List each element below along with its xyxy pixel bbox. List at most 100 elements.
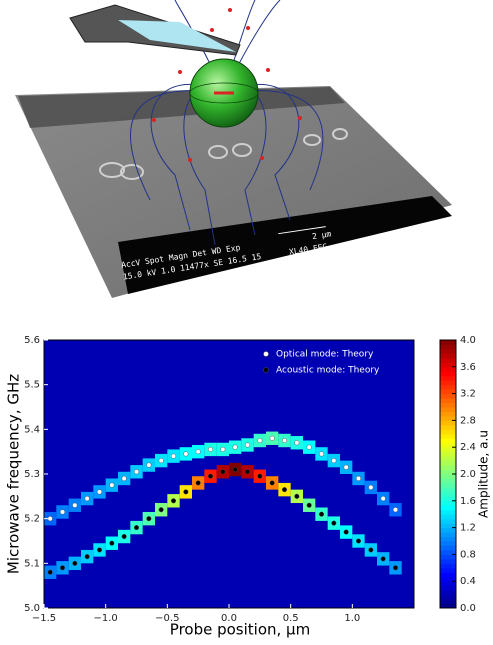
colorbar-segment — [440, 384, 456, 390]
theory-point — [318, 451, 325, 457]
colorbar-segment — [440, 389, 456, 395]
theory-point — [183, 451, 189, 457]
x-tick-label: 1.0 — [344, 613, 360, 624]
theory-point — [306, 502, 312, 508]
colorbar-tick-label: 4.0 — [460, 335, 476, 346]
colorbar-segment — [440, 491, 456, 497]
colorbar-tick-label: 3.6 — [460, 362, 476, 373]
colorbar-segment — [440, 509, 456, 515]
colorbar-segment — [440, 402, 456, 408]
y-tick-label: 5.6 — [24, 335, 40, 346]
colorbar-segment — [440, 572, 456, 578]
colorbar-segment — [440, 518, 456, 524]
colorbar-segment — [440, 366, 456, 372]
theory-point — [244, 442, 251, 448]
theory-point — [158, 507, 164, 513]
theory-point — [368, 484, 374, 490]
theory-point — [121, 533, 127, 540]
theory-point — [109, 540, 115, 546]
theory-point — [84, 554, 90, 560]
colorbar-segment — [440, 420, 456, 426]
colorbar-segment — [440, 438, 456, 444]
theory-point — [343, 529, 349, 535]
theory-point — [84, 496, 90, 502]
theory-point — [355, 475, 362, 482]
legend-label: Optical mode: Theory — [276, 350, 374, 360]
x-tick-label: 0.5 — [283, 613, 299, 624]
theory-point — [195, 480, 201, 486]
scale-label: 2 µm — [311, 229, 332, 241]
y-tick-label: 5.1 — [24, 558, 40, 569]
scale-bar — [278, 226, 326, 235]
theory-point — [146, 516, 152, 522]
colorbar-segment — [440, 532, 456, 538]
theory-point — [47, 516, 53, 522]
colorbar-segment — [440, 549, 456, 555]
theory-point — [121, 475, 127, 482]
colorbar-segment — [440, 594, 456, 600]
y-tick-label: 5.5 — [24, 380, 40, 391]
colorbar-segment — [440, 456, 456, 462]
theory-point — [355, 538, 362, 544]
colorbar-segment — [440, 424, 456, 430]
colorbar-segment — [440, 398, 456, 404]
colorbar-segment — [440, 340, 456, 345]
x-tick-label: −0.5 — [155, 613, 179, 624]
colorbar-segment — [440, 442, 456, 448]
theory-point — [318, 511, 325, 517]
colorbar-segment — [440, 433, 456, 439]
theory-point — [380, 556, 386, 562]
probe-tip — [118, 20, 236, 52]
theory-point — [72, 560, 78, 566]
theory-point — [306, 444, 312, 450]
theory-point — [59, 509, 66, 515]
theory-point — [220, 446, 226, 452]
theory-point — [269, 480, 275, 486]
theory-point — [96, 489, 103, 495]
colorbar-segment — [440, 393, 456, 399]
y-tick-label: 5.2 — [24, 514, 40, 525]
colorbar-segment — [440, 585, 456, 591]
legend-marker — [263, 351, 269, 357]
colorbar-tick-label: 0.4 — [460, 576, 476, 587]
theory-point — [146, 462, 152, 468]
arrows — [152, 8, 302, 162]
colorbar-tick-label: 3.2 — [460, 389, 476, 400]
theory-point — [207, 473, 214, 479]
x-axis-label: Probe position, µm — [170, 621, 310, 639]
theory-point — [392, 565, 399, 571]
theory-point — [269, 435, 275, 441]
colorbar-segment — [440, 581, 456, 587]
colorbar-segment — [440, 478, 456, 484]
colorbar-segment — [440, 348, 456, 354]
colorbar-segment — [440, 411, 456, 417]
colorbar-tick-label: 2.4 — [460, 442, 476, 453]
theory-point — [133, 525, 140, 531]
colorbar-tick-label: 1.2 — [460, 523, 476, 534]
theory-point — [281, 487, 288, 493]
sphere-equator — [189, 82, 259, 104]
info-bar — [118, 196, 452, 294]
colorbar-segment — [440, 554, 456, 560]
strip — [18, 87, 345, 128]
colorbar-segment — [440, 541, 456, 546]
legend-label: Acoustic mode: Theory — [276, 366, 380, 376]
y-tick-label: 5.3 — [24, 469, 40, 480]
theory-point — [207, 446, 214, 452]
colorbar-segment — [440, 344, 456, 350]
theory-point — [294, 440, 300, 446]
colorbar-tick-label: 2.0 — [460, 469, 476, 480]
theory-point — [392, 507, 399, 513]
theory-point — [232, 466, 238, 473]
colorbar-label: Amplitude, a.u — [477, 430, 491, 518]
theory-point — [170, 453, 177, 459]
colorbar-segment — [440, 353, 456, 359]
theory-point — [72, 502, 78, 508]
theory-point — [59, 565, 66, 571]
colorbar-segment — [440, 603, 456, 609]
colorbar-segment — [440, 558, 456, 564]
colorbar-segment — [440, 465, 456, 471]
legend-marker — [263, 367, 269, 373]
y-axis-label: Microwave frequency, GHz — [5, 374, 23, 574]
